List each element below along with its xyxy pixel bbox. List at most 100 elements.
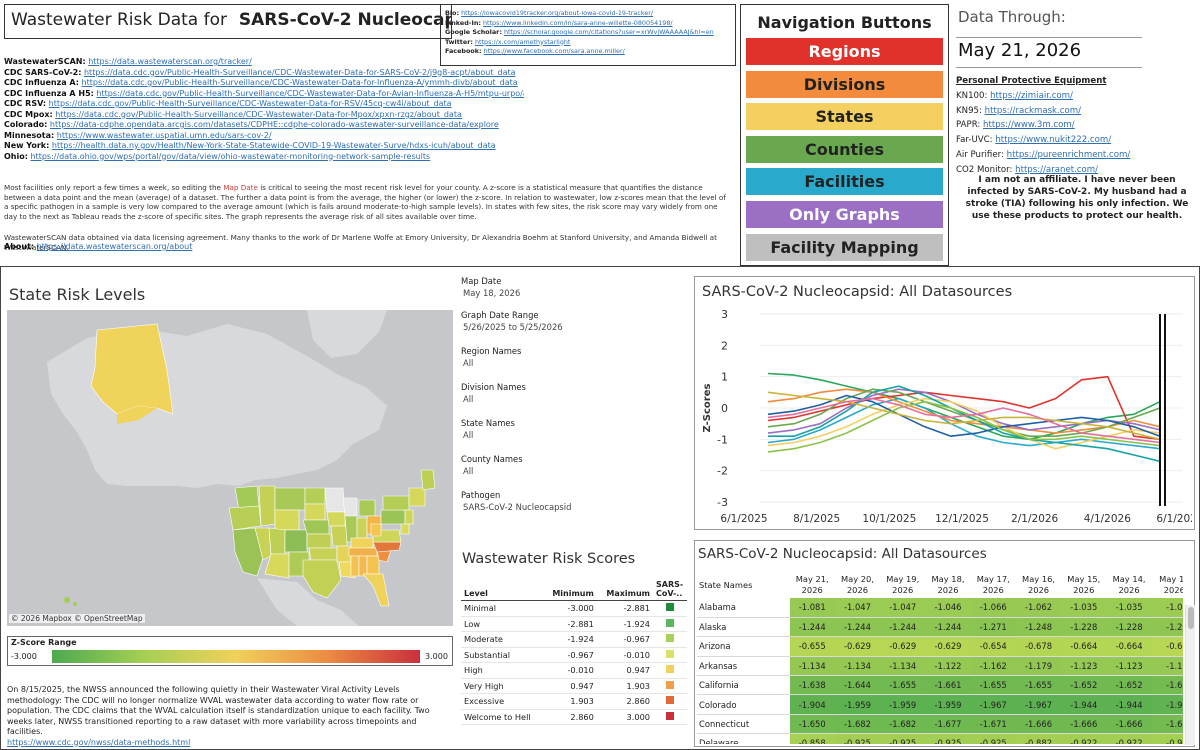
filter-county-names[interactable]: County Names All — [461, 454, 681, 476]
nav-button-facility-mapping[interactable]: Facility Mapping — [746, 233, 943, 261]
state-risk-map[interactable] — [7, 310, 453, 626]
zscore-cell: -0.9 — [1151, 733, 1183, 744]
series-line[interactable] — [767, 375, 1161, 441]
risk-max: -1.924 — [596, 616, 653, 632]
filter-graph-date-range[interactable]: Graph Date Range 5/26/2025 to 5/25/2026 — [461, 310, 681, 332]
source-link[interactable]: https://data.cdc.gov/Public-Health-Surve… — [81, 78, 518, 87]
series-line[interactable] — [767, 397, 1161, 450]
nav-button-regions[interactable]: Regions — [746, 38, 943, 65]
source-link[interactable]: https://data.cdc.gov/Public-Health-Surve… — [83, 67, 516, 77]
map-state-ok[interactable] — [308, 547, 338, 561]
filter-map-date[interactable]: Map Date May 18, 2026 — [461, 276, 681, 298]
source-link[interactable]: https://data-cdphe.opendata.arcgis.com/d… — [49, 120, 499, 129]
map-state-alaska-pan[interactable] — [117, 406, 157, 424]
bio-links: Bio: https://iowacovid19tracker.org/abou… — [440, 4, 736, 66]
nav-button-states[interactable]: States — [746, 103, 943, 131]
source-link[interactable]: https://data.cdc.gov/Public-Health-Surve… — [55, 109, 462, 119]
map-state-hawaii[interactable] — [64, 597, 70, 603]
map-state-in[interactable] — [356, 517, 368, 539]
ppe-link[interactable]: https://www.3m.com/ — [983, 120, 1075, 131]
map-state-wi[interactable] — [342, 497, 358, 517]
map-state-ms[interactable] — [350, 555, 360, 577]
source-link[interactable]: https://health.data.ny.gov/Health/New-Yo… — [51, 141, 496, 150]
bio-link[interactable]: https://scholar.google.com/citations?use… — [503, 28, 714, 36]
series-line[interactable] — [767, 391, 1161, 441]
table-scrollbar[interactable] — [1185, 605, 1195, 745]
nav-button-counties[interactable]: Counties — [746, 135, 943, 163]
ppe-link[interactable]: https://pureenrichment.com/ — [1006, 149, 1131, 160]
map-greenland — [307, 310, 387, 358]
about-link[interactable]: https://data.wastewaterscan.org/about — [36, 242, 193, 251]
map-state-ga[interactable] — [366, 555, 380, 575]
map-state-hawaii-2[interactable] — [73, 602, 77, 606]
ppe-link[interactable]: https://rackmask.com/ — [984, 105, 1082, 116]
y-tick-label: -1 — [717, 433, 728, 446]
filter-region-names[interactable]: Region Names All — [461, 346, 681, 368]
ppe-link[interactable]: https://zimiair.com/ — [990, 90, 1073, 101]
map-state-wy[interactable] — [274, 509, 300, 531]
map-state-fl[interactable] — [362, 573, 390, 607]
map-state-ne[interactable] — [302, 519, 330, 535]
series-line[interactable] — [767, 400, 1161, 453]
map-state-nc[interactable] — [372, 541, 402, 553]
map-state-al[interactable] — [358, 555, 368, 577]
map-state-sd[interactable] — [304, 503, 326, 521]
scrollbar-thumb[interactable] — [1188, 607, 1194, 629]
source-link[interactable]: https://data.wastewaterscan.org/tracker/ — [88, 57, 252, 66]
bio-link[interactable]: https://www.linkedin.com/in/sara-anne-wi… — [482, 18, 673, 27]
zscore-cell: -0.922 — [1061, 733, 1107, 744]
map-state-ks[interactable] — [306, 533, 332, 549]
series-line[interactable] — [767, 397, 1161, 444]
map-state-ia[interactable] — [326, 511, 346, 527]
filter-value[interactable]: All — [463, 394, 474, 404]
map-state-me[interactable] — [420, 469, 436, 491]
map-state-wv[interactable] — [370, 523, 382, 537]
line-chart[interactable]: 3 2 1 0 -1 -2 -3 Z-Scores 6/1/2025 8/1/2025 10/1/2… — [700, 306, 1192, 528]
map-state-ky[interactable] — [350, 537, 374, 549]
map-state-az[interactable] — [264, 553, 290, 579]
ppe-link[interactable]: https://www.nukit222.com/ — [995, 135, 1112, 146]
map-state-co[interactable] — [284, 529, 308, 553]
map-state-pa[interactable] — [380, 509, 406, 525]
map-state-mt[interactable] — [274, 487, 306, 511]
bio-link[interactable]: https://x.com/amethystarlight — [474, 37, 571, 46]
zscore-cell: -1.134 — [834, 656, 881, 677]
source-link[interactable]: https://www.wastewater.uspatial.umn.edu/… — [56, 130, 272, 140]
map-state-mn[interactable] — [324, 487, 346, 513]
source-link[interactable]: https://data.cdc.gov/Public-Health-Surve… — [48, 99, 452, 108]
filter-value[interactable]: 5/26/2025 to 5/25/2026 — [463, 322, 563, 332]
source-link[interactable]: https://data.ohio.gov/wps/portal/gov/dat… — [30, 151, 431, 161]
series-line[interactable] — [767, 388, 1161, 434]
bio-link[interactable]: https://iowacovid19tracker.org/about-iow… — [461, 9, 654, 17]
map-state-mi[interactable] — [358, 499, 376, 517]
map-state-ut[interactable] — [268, 527, 286, 555]
map-state-new-england[interactable] — [408, 487, 426, 507]
ppe-link[interactable]: https://aranet.com/ — [1015, 164, 1099, 175]
series-line[interactable] — [768, 385, 1161, 463]
map-state-ny[interactable] — [382, 495, 410, 511]
filter-value[interactable]: May 18, 2026 — [463, 288, 521, 298]
map-state-mo[interactable] — [330, 525, 348, 547]
map-state-nd[interactable] — [304, 487, 326, 505]
filter-value[interactable]: All — [463, 358, 474, 368]
nwss-link[interactable]: https://www.cdc.gov/nwss/data-methods.ht… — [7, 737, 191, 747]
map-state-nj[interactable] — [404, 509, 414, 525]
filter-pathogen[interactable]: Pathogen SARS-CoV-2 Nucleocapsid — [461, 490, 681, 512]
source-link[interactable]: https://data.cdc.gov/Public-Health-Surve… — [96, 88, 524, 98]
map-state-or[interactable] — [228, 505, 262, 531]
filter-value[interactable]: SARS-CoV-2 Nucleocapsid — [463, 502, 572, 512]
filter-division-names[interactable]: Division Names All — [461, 382, 681, 404]
map-state-md[interactable] — [400, 523, 410, 535]
filter-state-names[interactable]: State Names All — [461, 418, 681, 440]
filter-value[interactable]: All — [463, 430, 474, 440]
nav-button-facilities[interactable]: Facilities — [746, 168, 943, 196]
filter-value[interactable]: All — [463, 466, 474, 476]
risk-header: Level — [461, 578, 544, 601]
map-state-tn[interactable] — [348, 547, 378, 557]
nav-button-only-graphs[interactable]: Only Graphs — [746, 200, 943, 228]
bio-link[interactable]: https://www.facebook.com/sara.anne.mille… — [483, 47, 625, 55]
nav-button-divisions[interactable]: Divisions — [746, 70, 943, 98]
risk-max: -0.967 — [596, 631, 653, 648]
map-state-id[interactable] — [258, 485, 276, 527]
series-line[interactable] — [767, 397, 1161, 450]
